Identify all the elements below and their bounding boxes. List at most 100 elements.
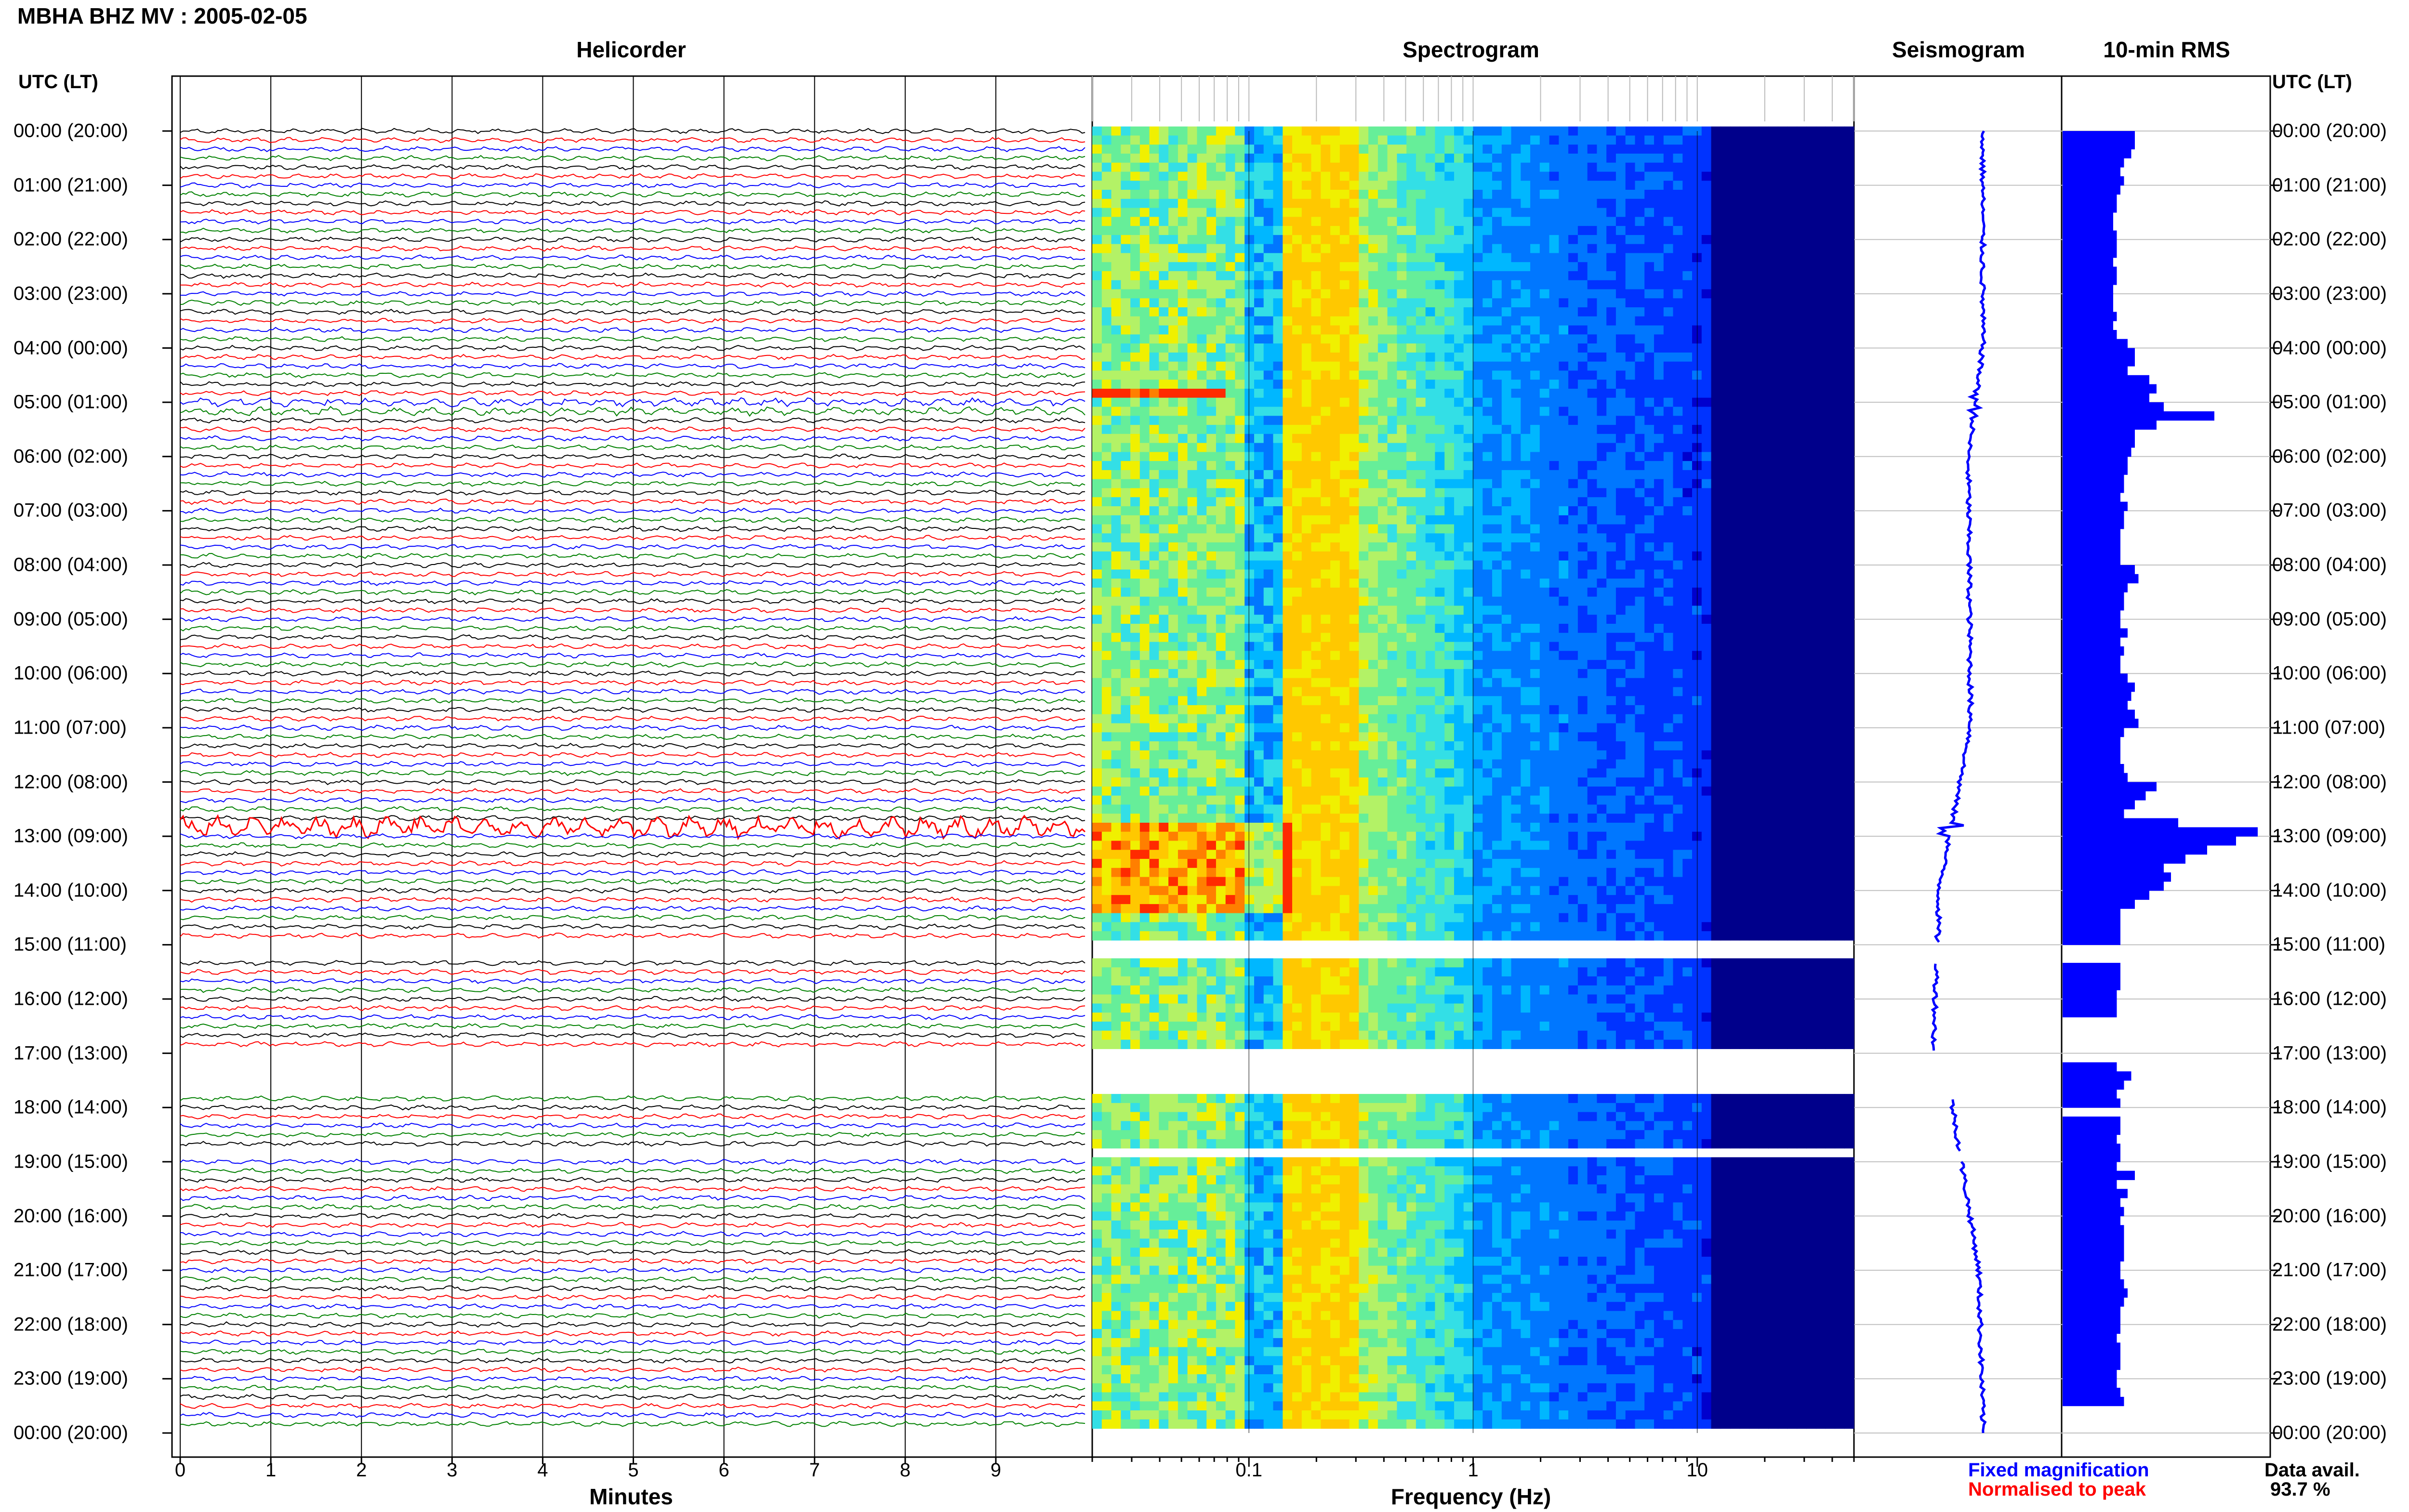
spectrogram-cell — [1225, 569, 1236, 579]
spectrogram-cell — [1501, 162, 1512, 172]
spectrogram-cell — [1121, 126, 1131, 136]
spectrogram-cell — [1444, 560, 1455, 570]
spectrogram-cell — [1330, 145, 1340, 154]
spectrogram-cell — [1501, 624, 1512, 633]
spectrogram-cell — [1521, 298, 1531, 308]
spectrogram-cell — [1254, 542, 1264, 552]
spectrogram-cell — [1815, 126, 1826, 136]
spectrogram-cell — [1777, 461, 1788, 471]
spectrogram-cell — [1606, 244, 1616, 253]
spectrogram-cell — [1492, 579, 1502, 588]
spectrogram-cell — [1168, 334, 1178, 344]
spectrogram-cell — [1768, 217, 1778, 226]
spectrogram-cell — [1254, 190, 1264, 199]
spectrogram-cell — [1244, 579, 1255, 588]
spectrogram-cell — [1539, 434, 1550, 444]
spectrogram-cell — [1387, 596, 1397, 606]
spectrogram-cell — [1806, 542, 1816, 552]
helicorder-trace — [180, 1357, 1085, 1364]
spectrogram-cell — [1577, 434, 1588, 444]
spectrogram-cell — [1568, 380, 1578, 389]
spectrogram-cell — [1368, 569, 1378, 579]
spectrogram-cell — [1368, 145, 1378, 154]
spectrogram-cell — [1739, 244, 1750, 253]
spectrogram-cell — [1168, 542, 1178, 552]
spectrogram-cell — [1273, 325, 1283, 335]
spectrogram-cell — [1635, 334, 1645, 344]
spectrogram-cell — [1092, 533, 1102, 543]
spectrogram-cell — [1187, 551, 1197, 561]
spectrogram-cell — [1454, 316, 1464, 326]
spectrogram-cell — [1263, 343, 1274, 353]
spectrogram-cell — [1606, 596, 1616, 606]
spectrogram-cell — [1454, 235, 1464, 245]
spectrogram-cell — [1492, 470, 1502, 480]
spectrogram-cell — [1749, 352, 1759, 362]
spectrogram-cell — [1187, 452, 1197, 461]
spectrogram-cell — [1806, 325, 1816, 335]
spectrogram-cell — [1254, 217, 1264, 226]
spectrogram-cell — [1635, 542, 1645, 552]
spectrogram-cell — [1454, 497, 1464, 507]
spectrogram-cell — [1463, 615, 1474, 624]
spectrogram-cell — [1111, 533, 1121, 543]
spectrogram-cell — [1178, 370, 1188, 380]
spectrogram-cell — [1815, 153, 1826, 163]
spectrogram-cell — [1568, 334, 1578, 344]
spectrogram-cell — [1759, 217, 1769, 226]
spectrogram-cell — [1235, 145, 1245, 154]
spectrogram-cell — [1844, 497, 1854, 507]
spectrogram-cell — [1244, 271, 1255, 281]
spectrogram-cell — [1339, 307, 1350, 317]
spectrogram-cell — [1321, 624, 1331, 633]
spectrogram-cell — [1521, 551, 1531, 561]
spectrogram-cell — [1559, 461, 1569, 471]
spectrogram-cell — [1597, 407, 1607, 416]
spectrogram-cell — [1654, 289, 1664, 299]
spectrogram-cell — [1615, 217, 1626, 226]
spectrogram-cell — [1359, 307, 1369, 317]
spectrogram-cell — [1759, 153, 1769, 163]
spectrogram-cell — [1321, 470, 1331, 480]
spectrogram-cell — [1273, 244, 1283, 253]
spectrogram-cell — [1435, 542, 1445, 552]
spectrogram-cell — [1463, 407, 1474, 416]
spectrogram-cell — [1559, 542, 1569, 552]
spectrogram-cell — [1654, 135, 1664, 145]
spectrogram-cell — [1492, 162, 1502, 172]
spectrogram-cell — [1121, 515, 1131, 525]
spectrogram-cell — [1577, 171, 1588, 181]
spectrogram-cell — [1159, 425, 1169, 434]
spectrogram-cell — [1359, 651, 1369, 660]
utc-tick-label-left: 01:00 (21:00) — [13, 174, 128, 196]
spectrogram-cell — [1539, 271, 1550, 281]
spectrogram-cell — [1749, 208, 1759, 217]
spectrogram-cell — [1216, 624, 1226, 633]
spectrogram-cell — [1444, 370, 1455, 380]
spectrogram-cell — [1425, 479, 1436, 489]
spectrogram-cell — [1768, 443, 1778, 452]
spectrogram-cell — [1654, 569, 1664, 579]
spectrogram-cell — [1187, 145, 1197, 154]
spectrogram-cell — [1682, 497, 1693, 507]
spectrogram-cell — [1130, 190, 1140, 199]
spectrogram-cell — [1739, 334, 1750, 344]
spectrogram-cell — [1701, 470, 1712, 480]
spectrogram-cell — [1216, 370, 1226, 380]
spectrogram-cell — [1301, 226, 1312, 236]
spectrogram-cell — [1206, 624, 1217, 633]
spectrogram-cell — [1682, 298, 1693, 308]
spectrogram-cell — [1701, 389, 1712, 398]
spectrogram-cell — [1682, 235, 1693, 245]
spectrogram-cell — [1159, 488, 1169, 498]
spectrogram-cell — [1397, 615, 1407, 624]
spectrogram-cell — [1292, 443, 1302, 452]
spectrogram-cell — [1330, 244, 1340, 253]
spectrogram-cell — [1492, 596, 1502, 606]
spectrogram-cell — [1283, 488, 1293, 498]
spectrogram-cell — [1701, 416, 1712, 425]
spectrogram-cell — [1482, 624, 1493, 633]
spectrogram-cell — [1159, 334, 1169, 344]
spectrogram-cell — [1149, 470, 1159, 480]
spectrogram-cell — [1111, 190, 1121, 199]
